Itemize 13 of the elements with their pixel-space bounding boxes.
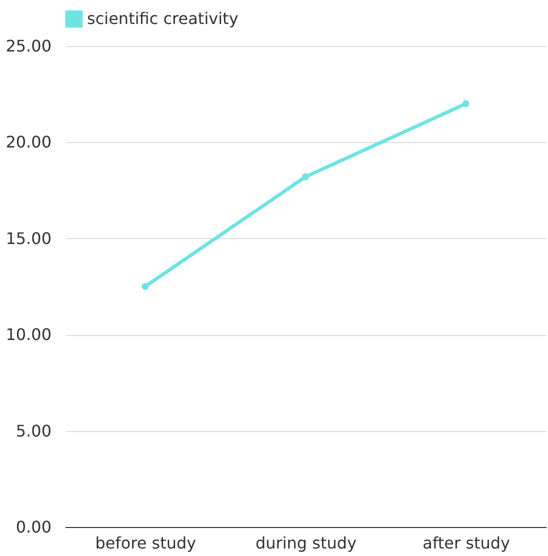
point (142, 282, 149, 290)
y-tick-label: 0.00 (16, 518, 52, 536)
y-tick-label: 5.00 (16, 421, 52, 440)
y-tick-label: 25.00 (6, 36, 52, 56)
x-tick-label: before study (95, 534, 196, 552)
x-tick-label: after study (422, 534, 510, 552)
y-tick-label: 15.00 (6, 228, 52, 248)
x-tick-label: during study (255, 534, 357, 552)
y-tick-label: 20.00 (6, 132, 52, 152)
point (462, 100, 470, 108)
point (302, 173, 310, 180)
y-tick-label: 10.00 (6, 325, 52, 344)
legend-label: scientific creativity (87, 9, 238, 28)
